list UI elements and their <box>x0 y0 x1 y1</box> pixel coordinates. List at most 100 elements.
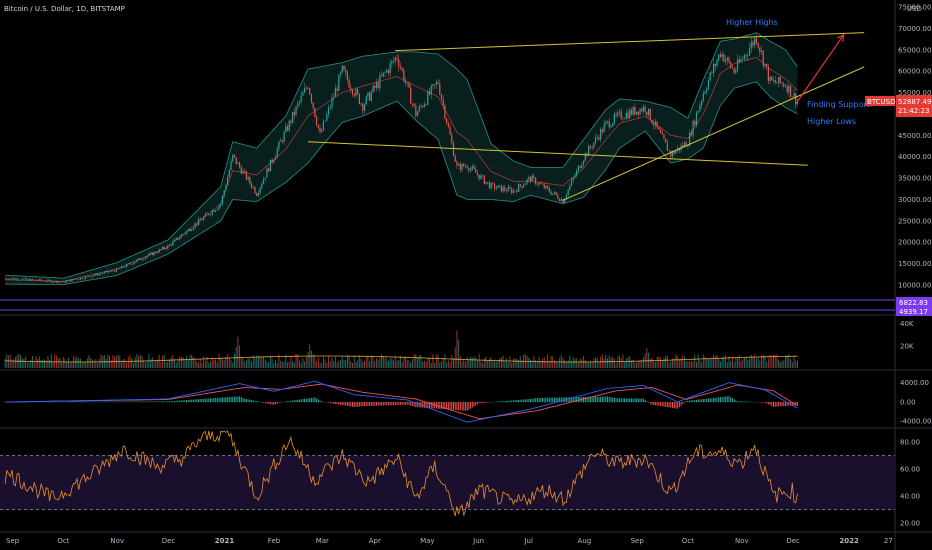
volume-bar <box>706 358 708 368</box>
macd-histogram-bar <box>538 397 540 403</box>
volume-bar <box>141 356 143 368</box>
volume-bar <box>665 355 667 368</box>
macd-histogram-bar <box>545 397 547 403</box>
macd-histogram-bar <box>524 399 526 403</box>
candle-body <box>418 106 420 112</box>
candle-body <box>784 86 787 87</box>
macd-histogram-bar <box>295 400 297 403</box>
macd-histogram-bar <box>786 401 788 406</box>
candle-body <box>283 132 285 142</box>
macd-histogram-bar <box>329 401 331 404</box>
macd-histogram-bar <box>689 400 691 403</box>
volume-bar <box>543 357 545 368</box>
macd-histogram-bar <box>358 401 360 407</box>
macd-histogram-bar <box>456 401 458 411</box>
macd-line <box>5 380 798 423</box>
macd-histogram-bar <box>637 398 639 403</box>
annotation-higher-highs[interactable]: Higher Highs <box>726 18 778 27</box>
volume-bar <box>346 354 348 368</box>
volume-bar <box>182 357 184 368</box>
macd-histogram-bar <box>249 399 251 403</box>
macd-histogram-bar <box>747 401 749 403</box>
candle-body <box>569 185 571 190</box>
candle-body <box>50 280 52 283</box>
candle-body <box>197 219 200 225</box>
volume-bar <box>771 356 773 368</box>
macd-histogram-bar <box>78 401 80 403</box>
candle-body <box>519 184 521 187</box>
macd-histogram-bar <box>601 396 603 403</box>
candle-body <box>699 104 701 112</box>
volume-bar <box>458 340 460 368</box>
macd-histogram-bar <box>115 401 117 403</box>
candle-body <box>635 111 638 115</box>
candle-body <box>540 182 542 184</box>
volume-bar <box>410 362 412 368</box>
candle-body <box>209 214 212 216</box>
candle-body <box>360 103 362 105</box>
volume-bar <box>439 362 441 368</box>
annotation-finding-support[interactable]: Finding Support? <box>807 100 874 109</box>
volume-bar <box>624 362 626 368</box>
macd-histogram-bar <box>653 401 655 406</box>
candle-body <box>266 168 268 178</box>
candle-body <box>292 111 294 123</box>
macd-histogram-bar <box>252 400 254 403</box>
volume-bar <box>394 355 396 368</box>
volume-bar <box>49 359 51 368</box>
volume-bar <box>586 361 588 368</box>
volume-bar <box>742 359 744 368</box>
volume-bar <box>245 360 247 368</box>
candle-body <box>110 270 112 272</box>
macd-histogram-bar <box>446 401 448 410</box>
volume-bar <box>595 357 597 368</box>
macd-histogram-bar <box>340 401 342 405</box>
volume-bar <box>110 360 112 368</box>
price-tick-label: 75000.00 <box>898 4 931 12</box>
annotation-higher-lows[interactable]: Higher Lows <box>807 117 856 126</box>
macd-histogram-bar <box>107 401 109 403</box>
trendlines[interactable] <box>308 32 865 201</box>
macd-tick-label: -4000.00 <box>900 418 931 426</box>
candle-body <box>512 190 514 194</box>
volume-bar <box>369 361 371 368</box>
candle-body <box>108 271 111 273</box>
macd-histogram-bar <box>726 396 728 403</box>
macd-histogram-bar <box>769 401 771 406</box>
macd-histogram-bar <box>391 401 393 406</box>
time-tick-label: Dec <box>786 537 800 545</box>
candle-body <box>71 279 73 282</box>
volume-bar <box>97 362 99 368</box>
candle-body <box>747 55 749 57</box>
candle-body <box>690 132 692 136</box>
price-axis[interactable]: 10000.00 15000.00 20000.00 25000.00 30000.00… <box>898 4 931 290</box>
volume-bar <box>769 354 771 368</box>
candle-body <box>396 57 398 60</box>
volume-bar <box>201 362 203 368</box>
candle-body <box>624 118 626 120</box>
volume-bar <box>557 361 559 368</box>
time-axis[interactable]: Sep Oct Nov Dec 2021 Feb Mar Apr May Jun Jul Aug Sep… <box>6 537 893 545</box>
macd-histogram-bar <box>298 399 300 403</box>
candle-body <box>593 142 595 148</box>
candle-body <box>274 156 277 160</box>
macd-histogram-bar <box>153 401 155 403</box>
macd-histogram-bar <box>721 396 723 403</box>
volume-bar <box>584 360 586 368</box>
macd-histogram-bar <box>74 401 76 403</box>
time-tick-label: Aug <box>578 537 592 545</box>
candle-body <box>666 142 668 151</box>
candle-body <box>487 181 489 183</box>
macd-histogram-bar <box>740 401 742 403</box>
volume-bar <box>168 360 170 368</box>
volume-bar <box>211 357 213 368</box>
macd-histogram-bar <box>405 401 407 405</box>
candle-body <box>11 278 13 279</box>
candle-body <box>641 109 643 112</box>
volume-bar <box>432 354 434 368</box>
macd-histogram-bar <box>98 401 100 403</box>
purple-badge-bottom <box>896 307 932 316</box>
volume-bar <box>764 355 766 368</box>
candle-body <box>67 280 70 281</box>
